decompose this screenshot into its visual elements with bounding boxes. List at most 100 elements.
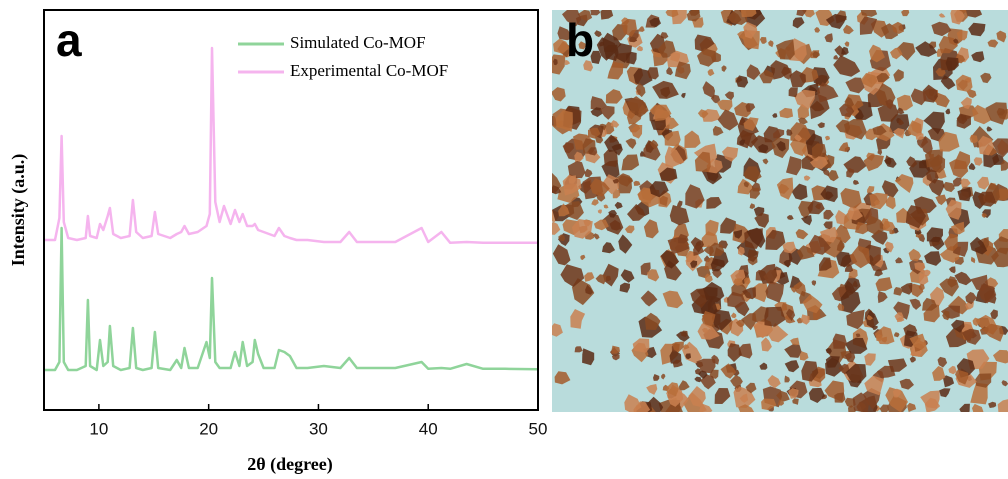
crystal xyxy=(960,97,972,110)
crystal xyxy=(951,319,965,333)
crystal xyxy=(817,122,825,128)
crystal xyxy=(746,227,766,249)
crystal xyxy=(853,179,860,185)
crystal xyxy=(743,181,749,188)
crystal xyxy=(887,358,907,372)
crystal xyxy=(699,403,713,412)
crystal xyxy=(844,275,861,293)
crystal xyxy=(944,233,958,252)
crystal xyxy=(704,273,713,283)
crystal xyxy=(908,248,922,262)
crystal xyxy=(595,274,607,285)
crystal xyxy=(688,386,706,407)
crystal xyxy=(730,312,737,319)
crystal xyxy=(654,104,672,122)
crystal xyxy=(650,118,666,131)
crystal xyxy=(861,73,878,88)
crystal xyxy=(710,94,721,104)
crystal xyxy=(644,312,661,330)
crystal xyxy=(915,41,938,57)
crystal xyxy=(864,375,885,396)
crystal xyxy=(733,229,743,239)
crystal xyxy=(759,37,767,44)
crystal xyxy=(627,96,649,118)
crystal xyxy=(823,169,830,177)
crystal xyxy=(893,301,910,320)
crystal xyxy=(633,180,641,186)
crystal xyxy=(953,151,971,169)
crystal xyxy=(811,143,827,161)
crystal xyxy=(558,203,570,217)
crystal xyxy=(840,188,862,210)
crystal xyxy=(597,209,602,214)
crystal xyxy=(685,184,705,209)
crystal xyxy=(679,380,690,391)
crystal xyxy=(877,103,899,122)
crystal xyxy=(825,135,830,141)
crystal xyxy=(749,203,755,209)
crystal xyxy=(897,107,905,115)
crystal xyxy=(968,22,986,37)
crystal xyxy=(962,328,981,345)
crystal xyxy=(923,111,945,135)
crystal xyxy=(925,149,943,168)
x-tick-label: 50 xyxy=(529,419,548,438)
crystal xyxy=(991,247,1008,268)
crystal xyxy=(630,125,643,139)
crystal xyxy=(844,352,856,363)
crystal xyxy=(846,167,855,178)
crystal xyxy=(855,221,868,235)
crystal xyxy=(716,99,733,112)
crystal xyxy=(649,139,659,150)
crystal xyxy=(808,387,826,403)
crystal xyxy=(847,207,863,221)
crystal xyxy=(844,96,854,108)
crystal xyxy=(590,107,603,117)
crystal xyxy=(874,269,883,277)
crystal xyxy=(743,117,759,131)
crystal xyxy=(782,241,797,254)
crystal xyxy=(845,363,867,383)
crystal xyxy=(864,353,876,366)
crystal xyxy=(603,204,609,209)
crystal xyxy=(825,348,832,354)
crystal xyxy=(926,227,943,243)
crystal xyxy=(796,245,815,260)
crystal xyxy=(636,45,643,52)
crystal xyxy=(554,371,571,385)
crystal xyxy=(932,366,946,381)
crystal xyxy=(957,187,972,202)
crystal xyxy=(792,17,805,29)
crystal xyxy=(735,319,745,328)
crystal xyxy=(788,388,799,399)
crystal xyxy=(855,333,861,338)
crystal xyxy=(970,236,988,255)
crystal xyxy=(969,134,978,144)
crystal xyxy=(832,333,847,349)
crystal xyxy=(981,323,1004,342)
crystal xyxy=(767,375,781,389)
crystal xyxy=(889,114,910,136)
crystal xyxy=(602,263,619,287)
crystal xyxy=(558,234,566,242)
crystal xyxy=(843,119,867,140)
crystal xyxy=(956,30,968,41)
crystal xyxy=(697,323,720,340)
crystal xyxy=(681,330,688,337)
crystal xyxy=(703,281,725,303)
crystal xyxy=(762,158,769,165)
crystal xyxy=(632,338,650,353)
crystal xyxy=(884,157,897,168)
crystal xyxy=(810,156,829,170)
crystal xyxy=(890,47,903,60)
crystal xyxy=(1001,380,1008,387)
crystal xyxy=(844,263,854,272)
crystal xyxy=(664,130,681,147)
crystal xyxy=(770,60,791,80)
crystal xyxy=(801,360,819,382)
crystal xyxy=(717,109,739,131)
crystal xyxy=(802,294,823,314)
crystal xyxy=(844,41,850,47)
crystal xyxy=(889,229,895,235)
panel-label: b xyxy=(566,14,594,66)
